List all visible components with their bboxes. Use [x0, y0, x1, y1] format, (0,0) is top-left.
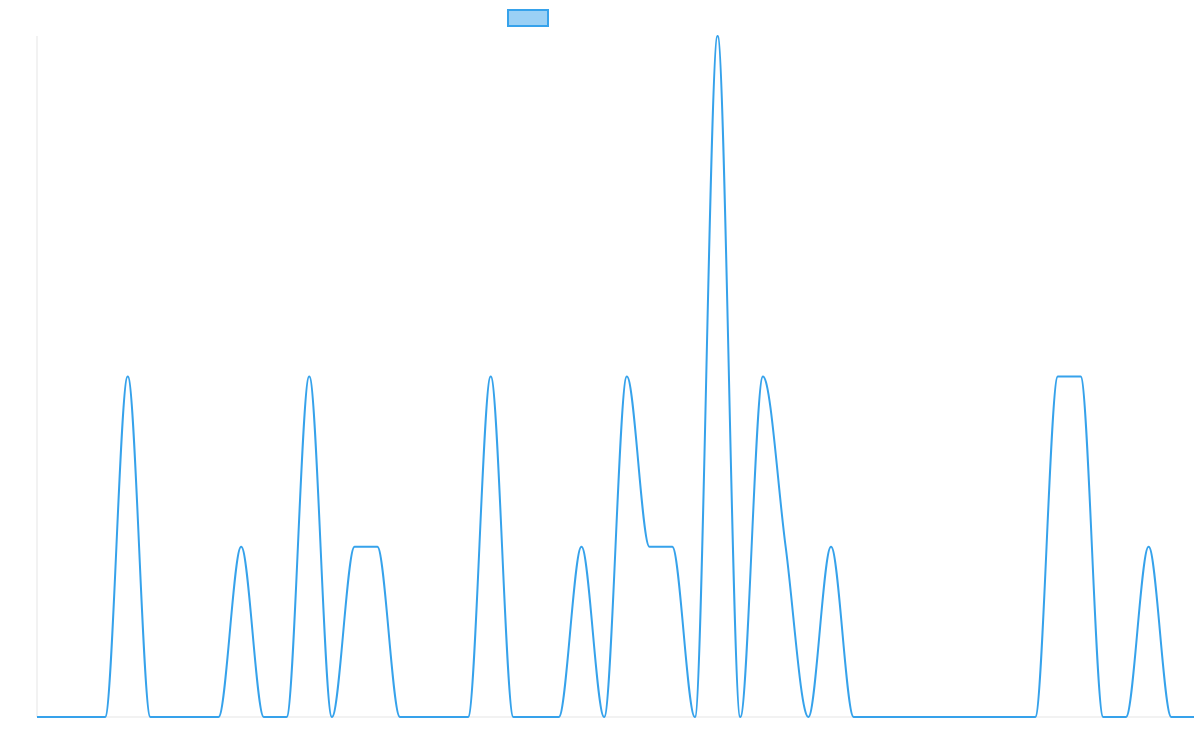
data-point[interactable] — [261, 714, 267, 720]
data-point[interactable] — [1100, 714, 1106, 720]
data-point[interactable] — [465, 714, 471, 720]
axes — [36, 36, 1194, 718]
data-point[interactable] — [442, 714, 448, 720]
data-point[interactable] — [896, 714, 902, 720]
data-point[interactable] — [669, 544, 675, 550]
data-point[interactable] — [556, 714, 562, 720]
data-point[interactable] — [783, 544, 789, 550]
data-point[interactable] — [941, 714, 947, 720]
data-point[interactable] — [488, 374, 494, 380]
data-point[interactable] — [715, 33, 721, 39]
data-point[interactable] — [125, 374, 131, 380]
data-point[interactable] — [987, 714, 993, 720]
data-point[interactable] — [805, 714, 811, 720]
data-point[interactable] — [329, 714, 335, 720]
data-point[interactable] — [601, 714, 607, 720]
data-point[interactable] — [1168, 714, 1174, 720]
data-point[interactable] — [1032, 714, 1038, 720]
data-point[interactable] — [828, 544, 834, 550]
data-point[interactable] — [919, 714, 925, 720]
data-point[interactable] — [306, 374, 312, 380]
data-point[interactable] — [1010, 714, 1016, 720]
data-point[interactable] — [374, 544, 380, 550]
data-point[interactable] — [215, 714, 221, 720]
data-point[interactable] — [352, 544, 358, 550]
data-point[interactable] — [1078, 374, 1084, 380]
data-point[interactable] — [737, 714, 743, 720]
data-point[interactable] — [238, 544, 244, 550]
data-point[interactable] — [147, 714, 153, 720]
data-point[interactable] — [1123, 714, 1129, 720]
data-point[interactable] — [760, 374, 766, 380]
data-point[interactable] — [624, 374, 630, 380]
data-point[interactable] — [578, 544, 584, 550]
data-point[interactable] — [533, 714, 539, 720]
data-point[interactable] — [851, 714, 857, 720]
series-line[interactable] — [36, 35, 1194, 719]
data-point[interactable] — [647, 544, 653, 550]
data-point[interactable] — [964, 714, 970, 720]
data-point[interactable] — [420, 714, 426, 720]
data-point[interactable] — [57, 714, 63, 720]
legend[interactable] — [507, 9, 549, 27]
data-point[interactable] — [873, 714, 879, 720]
series-layer — [34, 33, 1197, 720]
data-point[interactable] — [102, 714, 108, 720]
data-point[interactable] — [1191, 714, 1197, 720]
data-point[interactable] — [193, 714, 199, 720]
legend-swatch[interactable] — [507, 9, 549, 27]
data-point[interactable] — [692, 714, 698, 720]
data-point[interactable] — [170, 714, 176, 720]
data-point[interactable] — [1055, 374, 1061, 380]
data-point[interactable] — [397, 714, 403, 720]
data-point[interactable] — [510, 714, 516, 720]
data-point[interactable] — [284, 714, 290, 720]
data-point[interactable] — [79, 714, 85, 720]
data-point[interactable] — [1146, 544, 1152, 550]
data-point[interactable] — [34, 714, 40, 720]
